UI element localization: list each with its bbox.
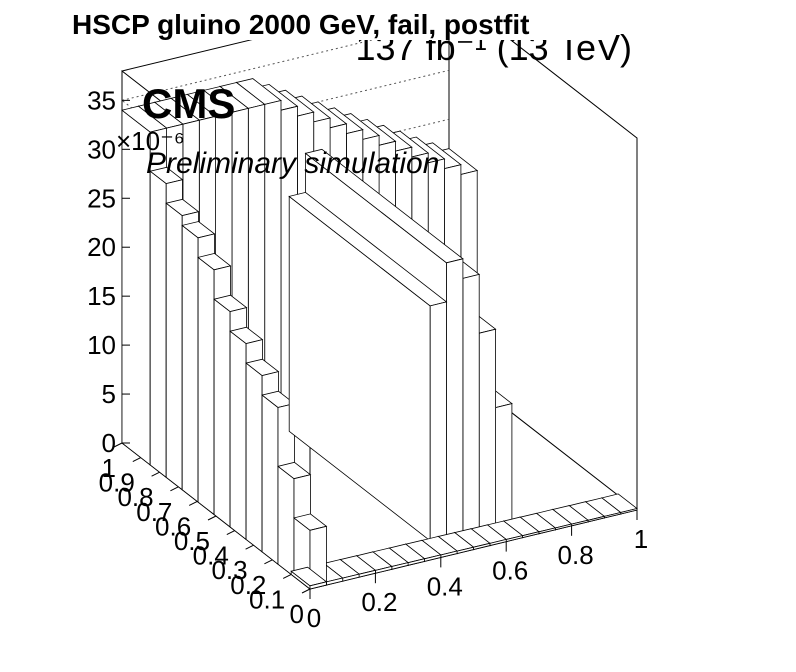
x-tick-label: 0.4 — [427, 571, 463, 601]
y-tick-mark — [245, 544, 254, 550]
y-tick-label: 0.1 — [249, 584, 285, 614]
bar-side-face — [213, 298, 231, 528]
z-tick-label: 25 — [87, 183, 116, 213]
bar-side-face — [165, 202, 183, 491]
y-tick-mark — [301, 588, 311, 594]
bar-front-face — [478, 328, 497, 530]
y-tick-mark — [170, 486, 179, 492]
y-tick-label: 0.9 — [99, 468, 135, 498]
y-tick-mark — [264, 559, 273, 565]
z-tick-label: 0 — [102, 428, 116, 458]
x-tick-label: 1 — [634, 524, 648, 554]
chart-title: HSCP gluino 2000 GeV, fail, postfit — [72, 9, 529, 40]
y-tick-label: 0.6 — [155, 511, 191, 541]
title-background — [64, 0, 612, 40]
z-axis-exponent: ×10⁻⁶ — [116, 126, 185, 156]
bar-side-face — [229, 330, 247, 541]
cms-sublabel: Preliminary simulation — [146, 147, 439, 180]
y-tick-mark — [132, 457, 142, 463]
y-tick-mark — [151, 471, 160, 477]
bar-front-face — [429, 301, 447, 542]
x-tick-label: 0.2 — [361, 587, 397, 617]
x-tick-label: 0.6 — [492, 556, 528, 586]
bar-side-face — [277, 465, 295, 578]
lego-bar — [288, 191, 448, 542]
y-tick-mark — [207, 515, 217, 521]
bar-front-face — [309, 581, 327, 590]
bar-front-face — [446, 258, 464, 538]
bar-side-face — [197, 256, 215, 516]
y-tick-mark — [226, 530, 236, 536]
lego-bar — [290, 566, 328, 590]
chart-ticks: 0510152025303500.20.40.60.8100.10.20.30.… — [87, 85, 648, 633]
cms-label: CMS — [142, 80, 235, 127]
x-tick-label: 0.8 — [558, 540, 594, 570]
bar-side-face — [149, 170, 167, 479]
y-tick-label: 0.7 — [136, 497, 172, 527]
z-tick-label: 15 — [87, 281, 116, 311]
y-tick-label: 0.5 — [174, 526, 210, 556]
bar-side-face — [181, 224, 199, 503]
bar-side-face — [261, 394, 279, 566]
bar-front-face — [462, 273, 480, 534]
y-tick-label: 0 — [290, 599, 304, 629]
bar-front-face — [495, 403, 513, 526]
y-tick-label: 1 — [102, 453, 116, 483]
y-tick-label: 0.8 — [117, 482, 153, 512]
y-tick-mark — [188, 500, 198, 506]
x-tick-label: 0 — [307, 603, 321, 633]
y-tick-label: 0.2 — [230, 570, 266, 600]
z-tick-label: 20 — [87, 232, 116, 262]
chart-bars — [121, 78, 638, 590]
y-tick-label: 0.4 — [193, 541, 229, 571]
z-tick-label: 35 — [87, 85, 116, 115]
y-tick-mark — [282, 573, 292, 579]
y-tick-label: 0.3 — [211, 555, 247, 585]
z-tick-label: 30 — [87, 134, 116, 164]
z-tick-label: 5 — [102, 379, 116, 409]
bar-side-face — [245, 362, 263, 553]
y-tick-mark — [113, 442, 123, 448]
z-tick-label: 10 — [87, 330, 116, 360]
